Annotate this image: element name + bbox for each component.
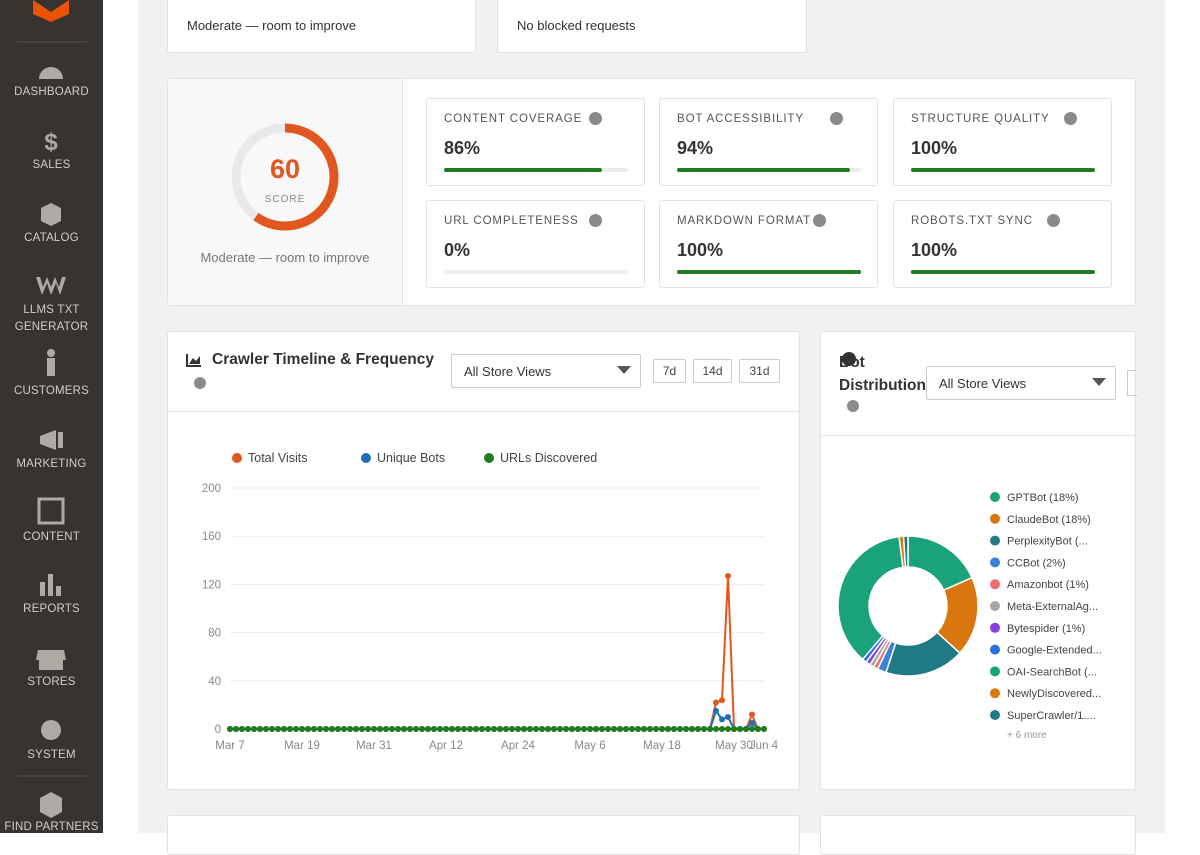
card: [167, 815, 800, 855]
info-icon: [1047, 214, 1060, 227]
metric-card: URL COMPLETENESS 0%: [426, 200, 645, 288]
info-icon: [830, 112, 844, 125]
nav-label: DASHBOARD: [14, 86, 89, 98]
metric-label: URL COMPLETENESS: [444, 215, 579, 227]
metric-value: 100%: [911, 138, 958, 158]
metric-card: ROBOTS.TXT SYNC 100%: [893, 200, 1112, 288]
nav-label: SALES: [32, 159, 71, 171]
timeline-card: [167, 331, 800, 790]
score-panel: [168, 79, 403, 305]
range-button[interactable]: 14d: [693, 359, 732, 383]
nav-label: CUSTOMERS: [13, 385, 90, 397]
metric-card: MARKDOWN FORMAT 100%: [659, 200, 878, 288]
card: [820, 815, 1136, 855]
nav-label: MARKETING: [16, 458, 87, 470]
nav-label: CONTENT: [23, 531, 80, 543]
divider: [168, 411, 799, 412]
metric-value: 100%: [911, 240, 958, 260]
progress-bar: [677, 168, 850, 172]
progress-track: [444, 270, 628, 274]
progress-bar: [911, 270, 1095, 274]
info-icon: [813, 214, 826, 227]
metric-card: CONTENT COVERAGE 86%: [426, 98, 645, 186]
card-title: Crawler Timeline & Frequency: [212, 351, 434, 368]
metric-value: 0%: [444, 240, 471, 260]
sidebar: $ DASHBOARD SALES CATALOG LLMS TXT GENERATO…: [0, 0, 103, 833]
summary-text: Moderate — room to improve: [187, 18, 357, 33]
metric-value: 86%: [444, 138, 481, 158]
nav-label: FIND PARTNERS: [4, 821, 99, 833]
metric-label: BOT ACCESSIBILITY: [677, 113, 804, 125]
nav-icons: $: [36, 67, 66, 818]
nav-label: CATALOG: [24, 232, 79, 244]
metric-card: STRUCTURE QUALITY 100%: [893, 98, 1112, 186]
nav-label: SYSTEM: [27, 749, 76, 761]
range-button[interactable]: 31d: [739, 359, 780, 383]
sidebar-icons: $: [17, 0, 87, 818]
page: $ DASHBOARD SALES CATALOG LLMS TXT GENERATO…: [0, 0, 1165, 855]
metric-label: CONTENT COVERAGE: [444, 113, 583, 125]
nav-label: STORES: [27, 676, 76, 688]
metric-card: BOT ACCESSIBILITY 94%: [659, 98, 878, 186]
progress-bar: [911, 168, 1095, 172]
nav-label: REPORTS: [23, 603, 80, 615]
nav-label: LLMS TXT GENERATOR: [14, 304, 89, 333]
progress-bar: [444, 168, 603, 172]
summary-card: Moderate — room to improve: [167, 0, 476, 53]
svg-text:$: $: [44, 129, 58, 156]
store-select[interactable]: All Store Views: [451, 354, 641, 388]
logo: [33, 0, 69, 22]
range-button[interactable]: 7d: [653, 359, 686, 383]
summary-card: No blocked requests: [497, 0, 807, 53]
divider: [821, 435, 1135, 436]
score-caption: Moderate — room to improve: [200, 250, 370, 265]
metric-value: 100%: [677, 240, 724, 260]
progress-bar: [677, 270, 861, 274]
button-edge: [1127, 370, 1137, 396]
info-icon: [588, 112, 602, 125]
card-title: Bot Distribution: [839, 354, 926, 394]
summary-text: No blocked requests: [517, 18, 636, 33]
store-select[interactable]: All Store Views: [926, 366, 1116, 400]
metric-label: STRUCTURE QUALITY: [911, 113, 1050, 125]
info-icon: [1064, 112, 1078, 125]
metric-label: MARKDOWN FORMAT: [677, 215, 812, 227]
metric-value: 94%: [677, 138, 714, 158]
metric-label: ROBOTS.TXT SYNC: [911, 215, 1033, 227]
info-icon: [588, 214, 602, 227]
